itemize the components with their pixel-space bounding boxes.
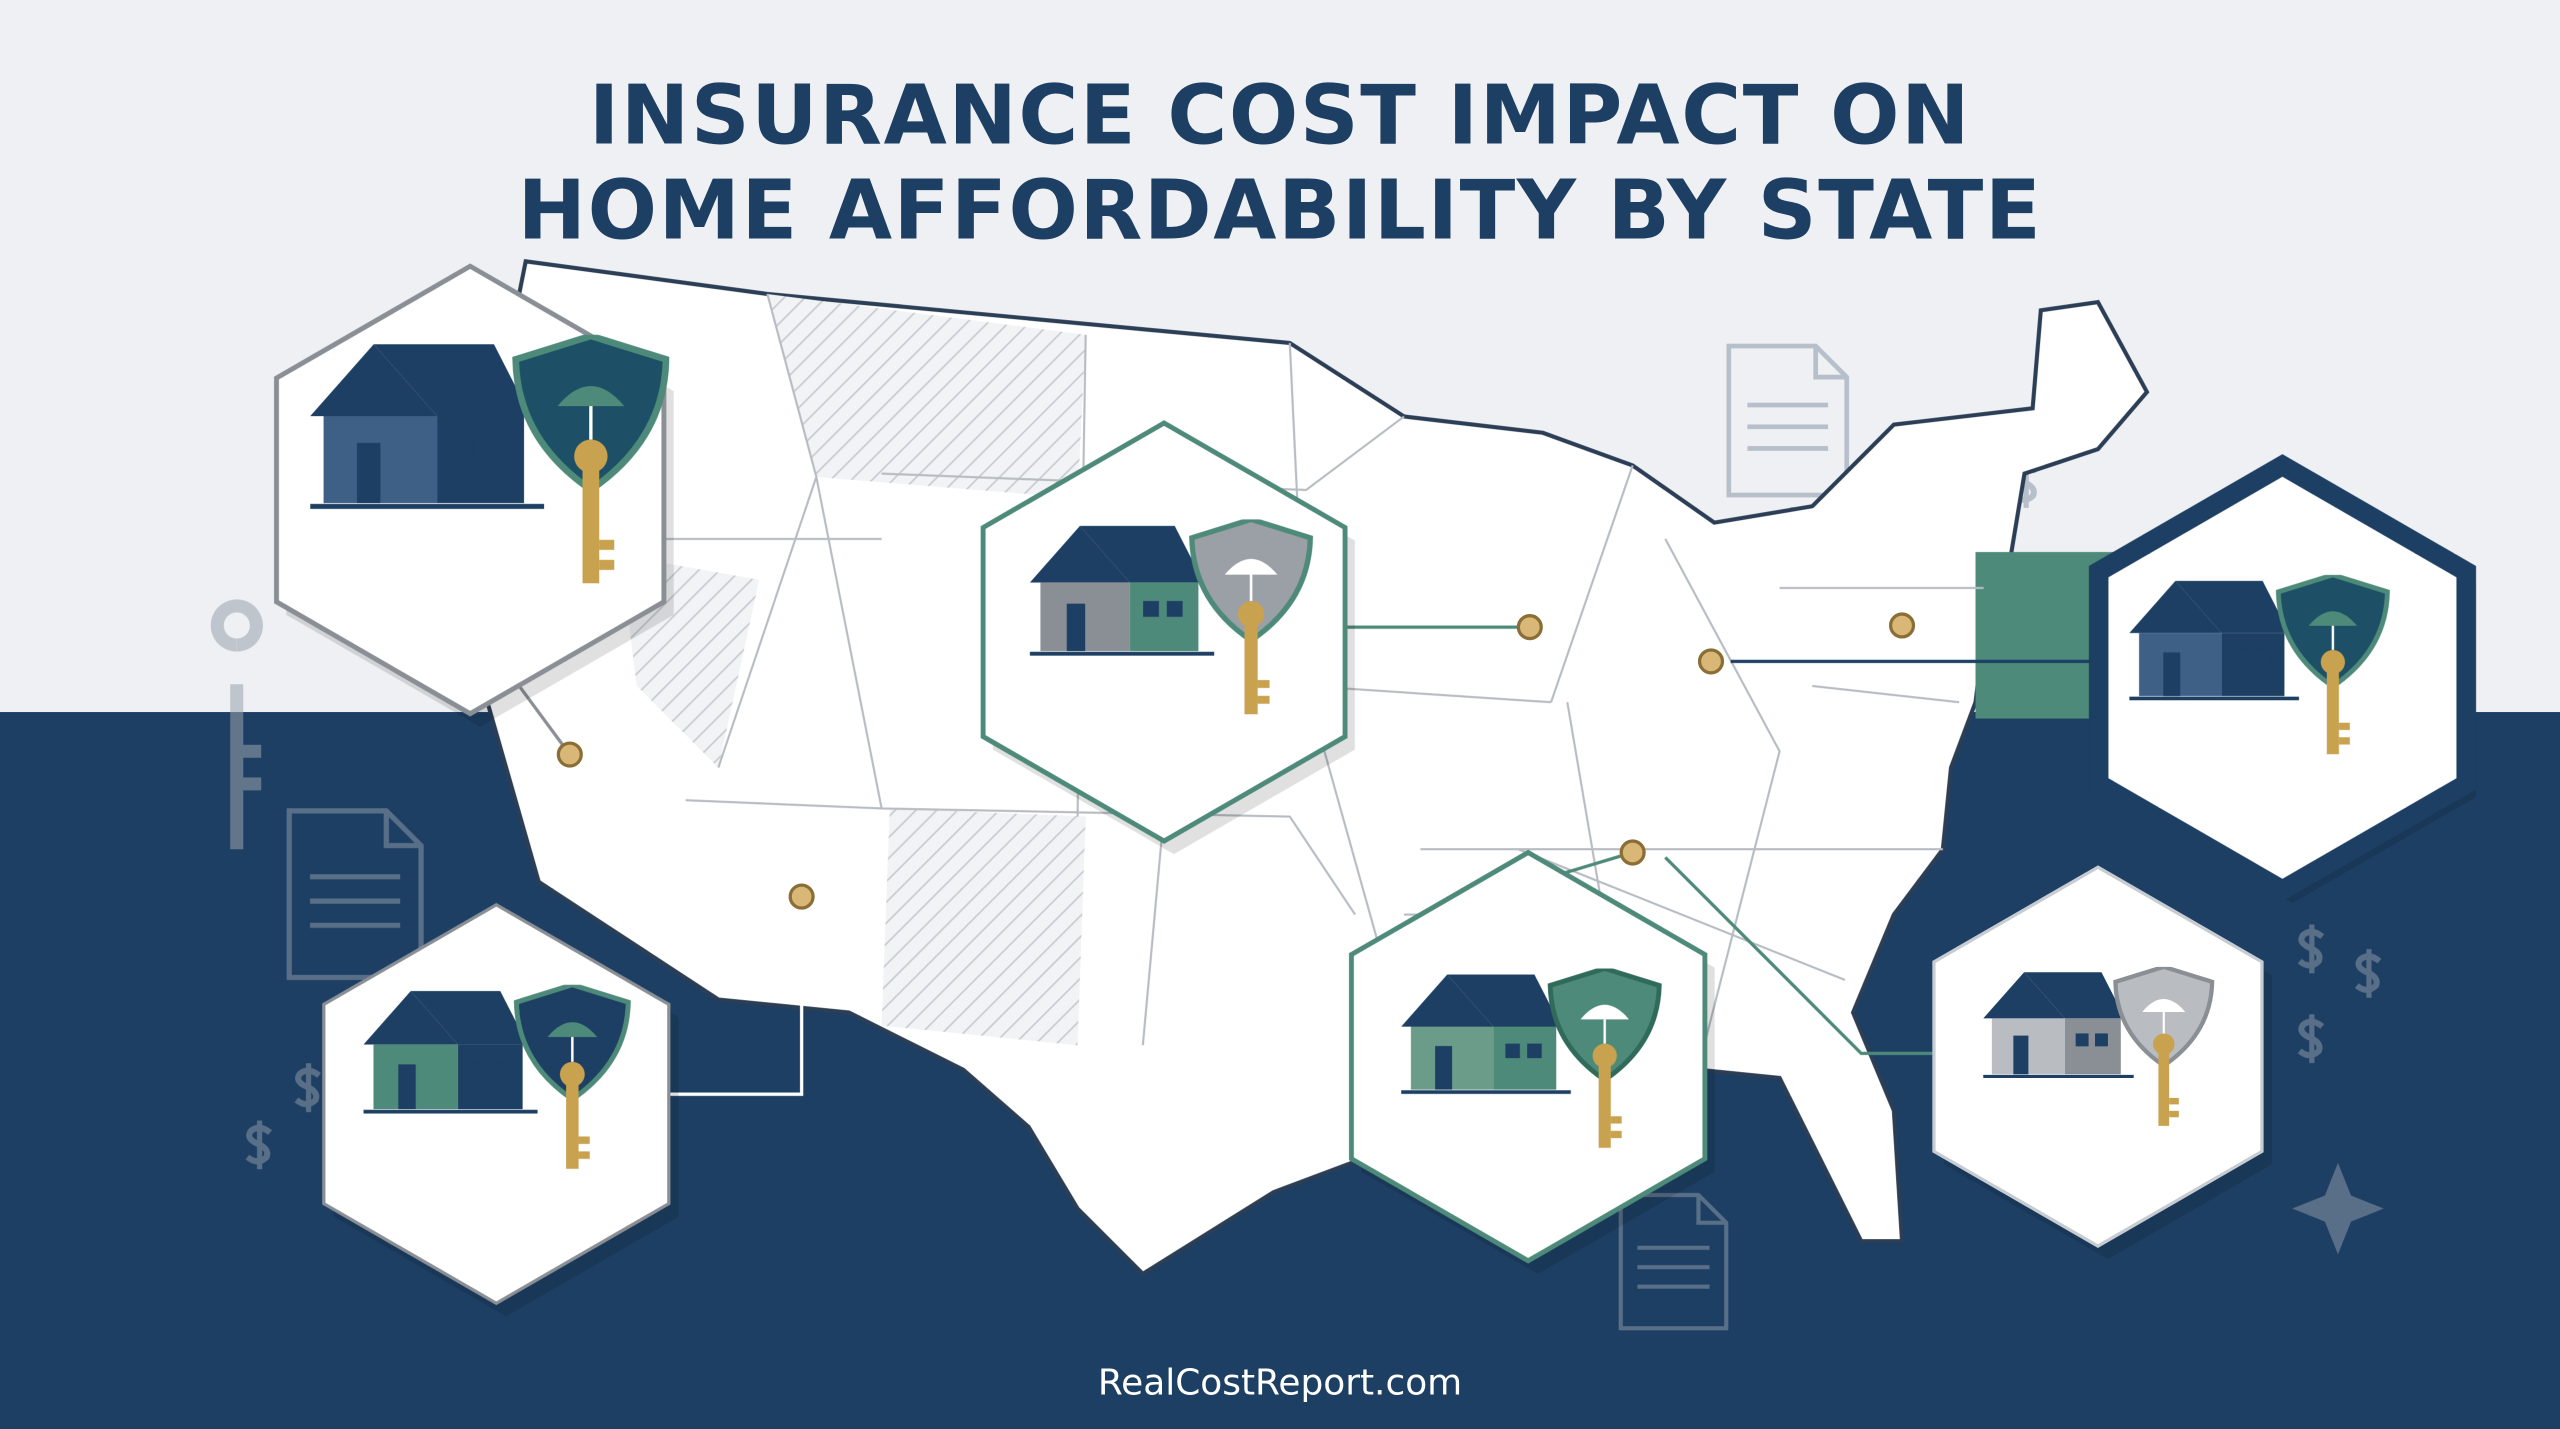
state-card xyxy=(1348,849,1715,1274)
hatched-state xyxy=(881,808,1086,1046)
footer-url: RealCostReport.com xyxy=(1098,1363,1462,1404)
state-marker xyxy=(1697,648,1725,675)
decorations xyxy=(210,346,2384,1328)
state-marker xyxy=(556,741,583,768)
state-cards xyxy=(274,263,2477,1317)
state-marker xyxy=(1888,612,1916,639)
state-card xyxy=(2088,454,2477,904)
state-card xyxy=(980,420,1355,855)
title-line: INSURANCE COST IMPACT ON xyxy=(589,69,1971,164)
state-markers xyxy=(556,612,1916,910)
state-marker xyxy=(1619,839,1646,866)
hatched-state xyxy=(767,293,1086,499)
state-marker xyxy=(1516,614,1543,641)
leader-lines xyxy=(517,625,2107,1096)
state-marker xyxy=(788,883,815,910)
state-card xyxy=(322,902,679,1317)
leader-line xyxy=(1664,856,1935,1056)
sparkle-icon xyxy=(2292,1162,2384,1255)
key-icon xyxy=(210,599,263,850)
leader-line xyxy=(517,684,572,756)
state-card xyxy=(274,263,674,727)
state-card xyxy=(1932,865,2272,1260)
leader-line xyxy=(669,896,804,1096)
title-line: HOME AFFORDABILITY BY STATE xyxy=(518,163,2043,258)
us-map xyxy=(471,259,2150,1277)
